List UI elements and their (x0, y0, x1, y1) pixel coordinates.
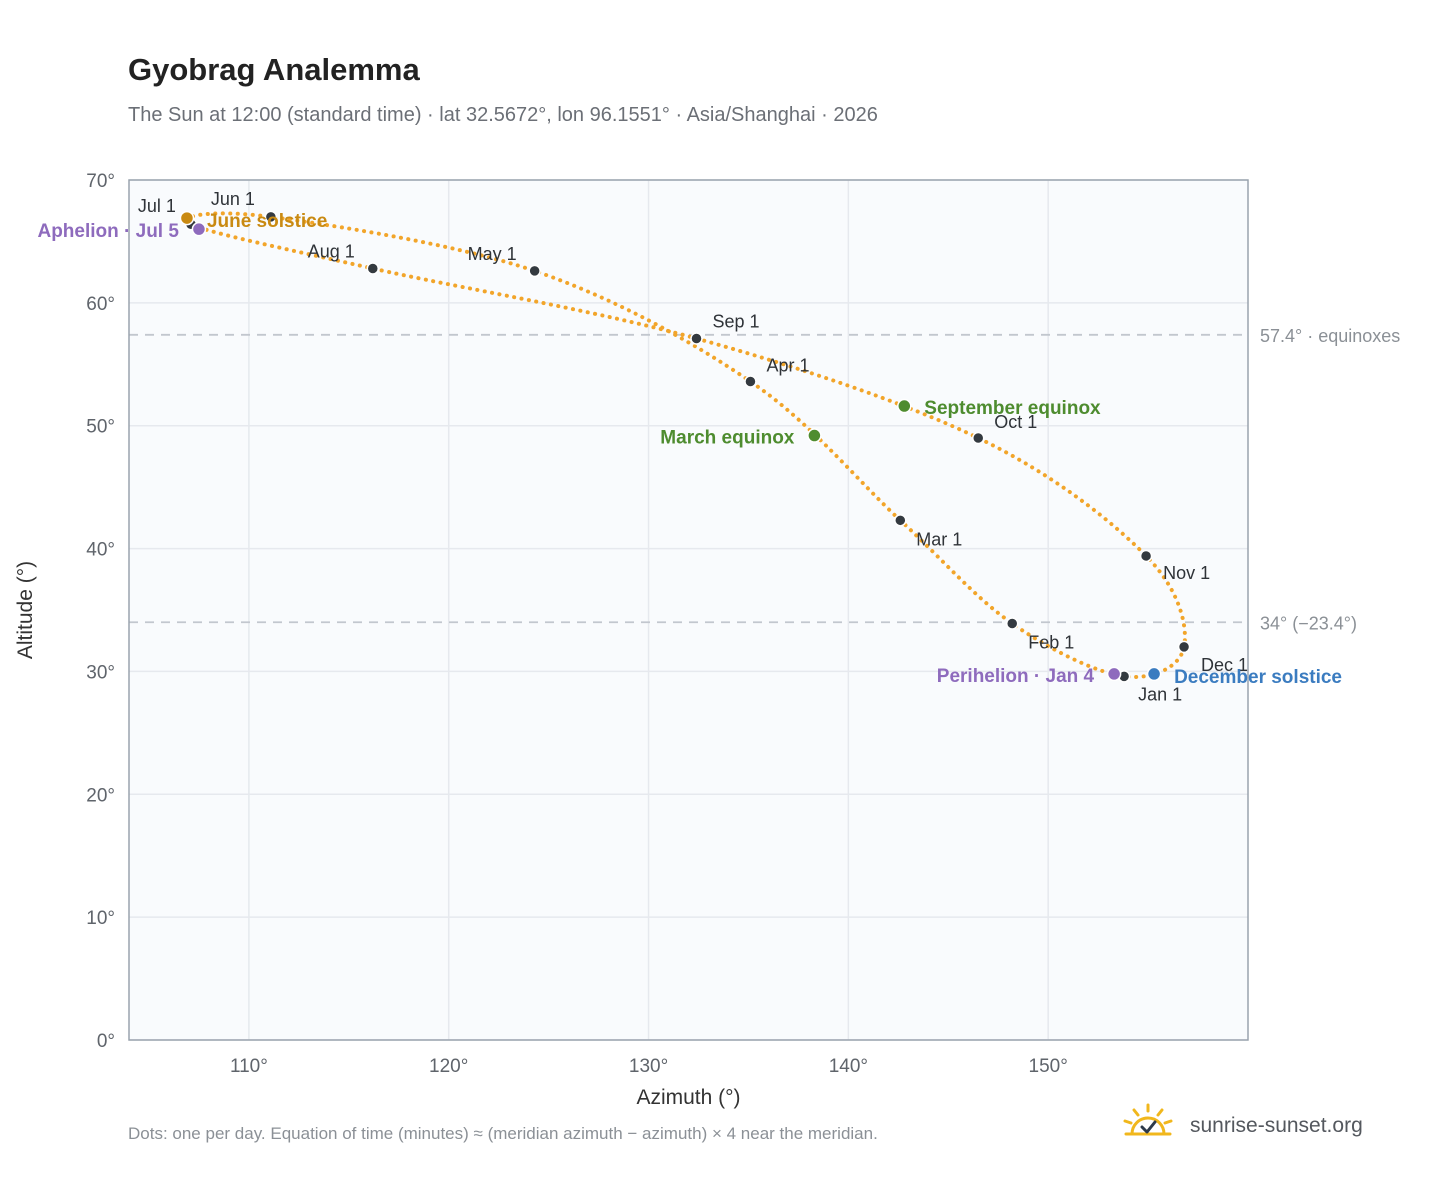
y-tick-label: 0° (97, 1031, 115, 1052)
reference-line-label: 57.4° · equinoxes (1260, 326, 1400, 346)
month-label: Dec 1 (1201, 655, 1248, 675)
axes: 110° 120° 130° 140° 150° 0° 10° 20° 30° 40° 50° 60°… (14, 171, 1068, 1109)
month-label: Apr 1 (766, 355, 809, 375)
x-tick-label: 110° (230, 1056, 268, 1077)
event-label: September equinox (924, 398, 1101, 419)
month-dot (744, 375, 757, 388)
brand-name[interactable]: sunrise-sunset.org (1190, 1114, 1363, 1137)
y-tick-label: 10° (86, 908, 115, 929)
event-dot (191, 221, 207, 237)
event-label: June solstice (207, 211, 327, 232)
y-tick-label: 70° (86, 171, 115, 192)
x-tick-label: 130° (629, 1056, 668, 1077)
chart-subtitle: The Sun at 12:00 (standard time) · lat 3… (128, 104, 878, 126)
footnote: Dots: one per day. Equation of time (min… (128, 1124, 878, 1143)
event-label: December solstice (1174, 667, 1342, 688)
x-tick-label: 120° (429, 1056, 468, 1077)
event-dot (1146, 666, 1162, 682)
event-dot (179, 210, 195, 226)
y-axis-label: Altitude (°) (14, 561, 37, 659)
month-label: Oct 1 (994, 412, 1037, 432)
plot-area (129, 180, 1248, 1040)
month-dot (690, 332, 703, 345)
month-label: May 1 (468, 244, 517, 264)
y-tick-label: 30° (86, 662, 115, 683)
month-label: Jan 1 (1138, 684, 1182, 704)
event-label: Perihelion · Jan 4 (937, 666, 1095, 687)
month-dot (528, 264, 541, 278)
event-dot (807, 428, 822, 443)
month-dot (971, 431, 985, 445)
month-label: Sep 1 (712, 311, 759, 331)
reference-lines: 57.4° · equinoxes 34° (−23.4°) (129, 326, 1400, 633)
y-tick-label: 50° (86, 417, 115, 438)
month-label: Mar 1 (916, 529, 962, 549)
y-tick-label: 40° (86, 540, 115, 561)
event-dot (1106, 666, 1122, 682)
month-label: Nov 1 (1163, 563, 1210, 583)
event-dot (897, 398, 912, 414)
y-tick-label: 20° (86, 785, 115, 806)
month-label: Jun 1 (211, 189, 255, 209)
month-label: Jul 1 (138, 196, 176, 216)
plot-frame (128, 179, 1249, 1041)
month-label: Aug 1 (308, 241, 355, 261)
month-dot (894, 514, 907, 527)
chart-title: Gyobrag Analemma (128, 52, 420, 87)
month-dot (1139, 549, 1153, 563)
event-label: Aphelion · Jul 5 (37, 221, 179, 242)
reference-line-label: 34° (−23.4°) (1260, 613, 1357, 633)
x-tick-label: 150° (1029, 1056, 1068, 1077)
month-dot (1177, 640, 1191, 654)
x-tick-label: 140° (829, 1056, 868, 1077)
month-dot (366, 262, 380, 275)
brand-logo[interactable]: sunrise-sunset.org (1120, 1102, 1390, 1146)
month-label: Feb 1 (1028, 633, 1074, 653)
event-label: March equinox (660, 428, 795, 449)
month-dot (264, 210, 278, 224)
y-tick-label: 60° (86, 294, 115, 315)
chart-marks: Jan 1 Feb 1 Mar 1 Apr 1 May 1 Jun 1 Jul 1 Aug 1… (37, 189, 1342, 704)
x-axis-label: Azimuth (°) (636, 1086, 740, 1109)
month-dot (1005, 617, 1019, 630)
sun-icon (1123, 1103, 1173, 1136)
